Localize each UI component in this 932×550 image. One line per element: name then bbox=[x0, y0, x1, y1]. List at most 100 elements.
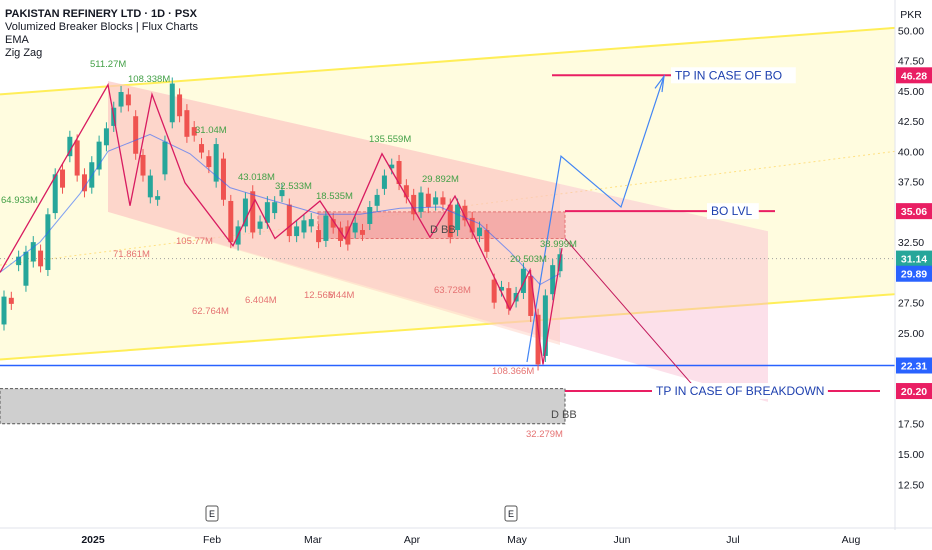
volume-label: 32.279M bbox=[526, 429, 563, 440]
candle-up bbox=[147, 175, 153, 198]
currency-label: PKR bbox=[900, 9, 922, 21]
candle-down bbox=[206, 156, 212, 168]
bo-level-label: BO LVL bbox=[711, 204, 752, 218]
breakdown-projection bbox=[564, 238, 701, 394]
price-badge-label: 22.31 bbox=[901, 360, 927, 372]
candle-up bbox=[242, 198, 248, 227]
ema-line bbox=[0, 133, 561, 286]
volume-label: 20.503M bbox=[510, 254, 547, 265]
time-tick: Jun bbox=[614, 534, 631, 546]
candle-up bbox=[374, 194, 380, 206]
time-tick: Mar bbox=[304, 534, 323, 546]
price-tick: 47.50 bbox=[898, 56, 924, 68]
candle-up bbox=[352, 222, 358, 233]
time-tick: 2025 bbox=[81, 534, 105, 546]
candle-up bbox=[213, 144, 219, 182]
candle-up bbox=[16, 256, 22, 266]
candle-down bbox=[8, 297, 14, 304]
candle-up bbox=[418, 192, 424, 212]
earnings-marker[interactable] bbox=[205, 505, 219, 522]
volume-label: 6.44M bbox=[328, 290, 354, 301]
candle-up bbox=[477, 227, 483, 237]
candle-up bbox=[169, 83, 175, 123]
volume-label: 71.861M bbox=[113, 249, 150, 260]
tp-bo-label: TP IN CASE OF BO bbox=[675, 68, 782, 82]
price-badge-label: 35.06 bbox=[901, 206, 927, 218]
candle-up bbox=[118, 92, 124, 107]
candle-down bbox=[199, 144, 205, 153]
volume-label: 31.04M bbox=[195, 125, 227, 136]
volume-label: 18.535M bbox=[316, 191, 353, 202]
candle-down bbox=[447, 204, 453, 238]
candle-up bbox=[520, 268, 526, 293]
price-badge bbox=[896, 67, 932, 84]
candle-down bbox=[396, 161, 402, 185]
tp-breakdown-label: TP IN CASE OF BREAKDOWN bbox=[656, 384, 824, 398]
time-tick: May bbox=[507, 534, 528, 546]
candle-down bbox=[177, 94, 183, 117]
candle-up bbox=[96, 141, 102, 170]
indicator-ema[interactable]: EMA bbox=[5, 34, 29, 46]
candle-up bbox=[257, 221, 263, 229]
candle-up bbox=[381, 175, 387, 189]
candle-down bbox=[359, 230, 365, 235]
descending-channel bbox=[108, 81, 768, 402]
candle-down bbox=[286, 204, 292, 237]
volume-label: 105.77M bbox=[176, 236, 213, 247]
volume-label: 135.559M bbox=[369, 134, 411, 145]
candle-up bbox=[52, 174, 58, 214]
candle-up bbox=[30, 242, 36, 262]
candle-down bbox=[411, 194, 417, 215]
price-tick: 32.50 bbox=[898, 237, 924, 249]
candle-down bbox=[184, 110, 190, 137]
price-badge bbox=[896, 250, 932, 267]
time-tick: Apr bbox=[404, 534, 421, 546]
candle-up bbox=[550, 265, 556, 295]
candle-down bbox=[484, 230, 490, 252]
candle-down bbox=[228, 200, 234, 243]
volume-label: 32.533M bbox=[275, 181, 312, 192]
indicator-zigzag[interactable]: Zig Zag bbox=[5, 47, 43, 59]
candle-down bbox=[81, 174, 87, 192]
price-badge-label: 20.20 bbox=[901, 386, 927, 398]
candle-up bbox=[455, 204, 461, 231]
indicator-breaker-blocks[interactable]: Volumized Breaker Blocks | Flux Charts bbox=[5, 21, 198, 33]
candle-up bbox=[23, 251, 29, 286]
price-tick: 27.50 bbox=[898, 298, 924, 310]
candle-up bbox=[294, 226, 300, 237]
earnings-marker-label: E bbox=[508, 509, 514, 519]
breakout-projection bbox=[526, 76, 665, 363]
earnings-marker[interactable] bbox=[504, 505, 518, 522]
tp-breakdown-label-bg bbox=[652, 383, 828, 400]
candle-down bbox=[345, 226, 351, 245]
price-badge-label: 29.89 bbox=[901, 269, 927, 281]
price-badge-label: 31.14 bbox=[901, 254, 927, 266]
candle-down bbox=[38, 250, 44, 267]
price-tick: 40.00 bbox=[898, 146, 924, 158]
volume-label: 62.764M bbox=[192, 306, 229, 317]
volume-label: 29.892M bbox=[422, 174, 459, 185]
candle-down bbox=[316, 230, 322, 243]
volume-label: 108.366M bbox=[492, 366, 534, 377]
candle-up bbox=[272, 202, 278, 214]
price-tick: 15.00 bbox=[898, 449, 924, 461]
candle-up bbox=[155, 196, 161, 200]
time-tick: Aug bbox=[842, 534, 861, 546]
price-tick: 17.50 bbox=[898, 419, 924, 431]
symbol-title[interactable]: PAKISTAN REFINERY LTD · 1D · PSX bbox=[5, 8, 197, 20]
time-tick: Jul bbox=[726, 534, 739, 546]
candle-down bbox=[140, 154, 146, 176]
candle-down bbox=[528, 276, 534, 316]
breaker-block-lower bbox=[0, 388, 566, 425]
time-tick: Feb bbox=[203, 534, 221, 546]
candle-down bbox=[425, 193, 431, 208]
candle-up bbox=[103, 128, 109, 146]
price-tick: 42.50 bbox=[898, 116, 924, 128]
volume-label: 108.338M bbox=[128, 74, 170, 85]
candle-up bbox=[45, 214, 51, 270]
breaker-block-label: D BB bbox=[430, 224, 456, 236]
candle-down bbox=[250, 191, 256, 233]
candle-up bbox=[279, 190, 285, 197]
volume-label: 64.933M bbox=[1, 195, 38, 206]
